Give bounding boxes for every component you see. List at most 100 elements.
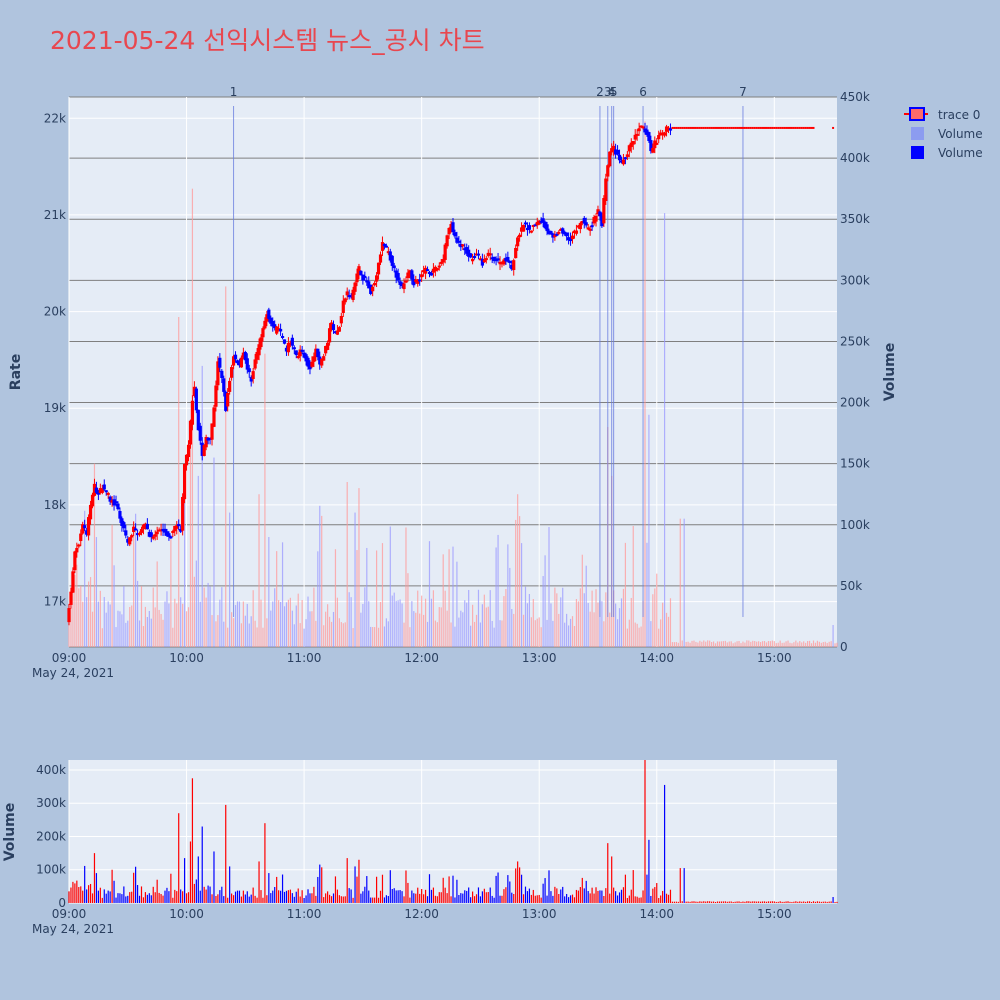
overlay-volume-bar bbox=[415, 612, 417, 647]
overlay-volume-bar bbox=[426, 621, 429, 647]
overlay-volume-bar bbox=[180, 597, 182, 647]
overlay-volume-bar bbox=[554, 587, 556, 647]
candle-body bbox=[188, 420, 193, 445]
volume-bar bbox=[597, 890, 599, 903]
volume-bar bbox=[154, 892, 156, 903]
overlay-volume-bar bbox=[789, 642, 791, 647]
candle-body bbox=[425, 269, 430, 272]
volume-bar bbox=[616, 895, 619, 903]
candle-body bbox=[202, 445, 206, 456]
overlay-volume-bar bbox=[697, 642, 699, 647]
candle-body bbox=[490, 257, 494, 260]
candle-body bbox=[200, 442, 204, 456]
overlay-volume-bar bbox=[693, 640, 695, 647]
volume-bar bbox=[816, 901, 819, 903]
volume-bar bbox=[771, 901, 773, 903]
volume-bar bbox=[759, 901, 762, 903]
volume-bar bbox=[824, 901, 826, 903]
overlay-volume-bar bbox=[556, 593, 558, 647]
volume-bar bbox=[501, 895, 503, 903]
candle-body bbox=[666, 127, 671, 130]
volume-bar bbox=[70, 887, 72, 903]
volume-bar bbox=[303, 897, 305, 903]
candle-body bbox=[153, 534, 157, 537]
volume-bar bbox=[436, 896, 438, 903]
volume-bar bbox=[803, 901, 805, 903]
overlay-volume-bar bbox=[203, 587, 205, 647]
volume-bar bbox=[707, 901, 709, 903]
volume-bar bbox=[156, 879, 158, 903]
candle-body bbox=[510, 265, 514, 270]
volume-bar bbox=[693, 901, 695, 903]
volume-bar bbox=[381, 874, 384, 903]
overlay-volume-bar bbox=[689, 642, 691, 647]
volume-bar bbox=[765, 901, 768, 903]
overlay-volume-bar bbox=[162, 619, 164, 647]
volume-bar bbox=[180, 889, 182, 903]
volume-bar bbox=[411, 890, 413, 903]
candle-body bbox=[100, 488, 104, 493]
candle-body bbox=[604, 178, 608, 201]
overlay-volume-bar bbox=[244, 615, 246, 647]
overlay-volume-bar bbox=[424, 598, 427, 647]
volume-bar bbox=[499, 895, 501, 903]
overlay-volume-bar bbox=[313, 587, 315, 647]
candle-body bbox=[416, 279, 420, 284]
volume-bar bbox=[630, 889, 632, 903]
volume-bar bbox=[462, 893, 464, 903]
volume-bar bbox=[199, 890, 201, 903]
overlay-volume-bar bbox=[658, 628, 660, 647]
candle-body bbox=[149, 532, 153, 538]
overlay-volume-bar bbox=[254, 620, 256, 647]
overlay-volume-bar bbox=[587, 603, 589, 647]
volume-bar bbox=[72, 881, 74, 903]
overlay-volume-bar bbox=[338, 618, 340, 647]
candle-body bbox=[390, 255, 394, 266]
candle-body bbox=[96, 490, 100, 495]
overlay-volume-bar bbox=[225, 286, 227, 647]
candle-body bbox=[494, 258, 498, 262]
candle-body bbox=[396, 272, 400, 281]
volume-bar bbox=[758, 901, 760, 903]
volume-bar bbox=[556, 888, 558, 903]
overlay-volume-bar bbox=[121, 614, 123, 647]
overlay-volume-bar bbox=[654, 588, 656, 647]
volume-bar bbox=[189, 841, 192, 903]
volume-bar bbox=[789, 901, 791, 903]
volume-bar bbox=[779, 901, 781, 903]
volume-bar bbox=[732, 901, 734, 903]
overlay-volume-bar bbox=[722, 641, 724, 647]
candle-body bbox=[555, 233, 559, 236]
overlay-volume-bar bbox=[709, 640, 711, 647]
volume-bar bbox=[687, 901, 689, 903]
candle-body bbox=[269, 317, 273, 324]
volume-bar bbox=[330, 896, 333, 903]
overlay-volume-bar bbox=[205, 597, 207, 647]
candle-body bbox=[527, 225, 532, 230]
volume-bar bbox=[119, 893, 121, 903]
overlay-volume-bar bbox=[434, 620, 436, 647]
volume-bar bbox=[262, 897, 264, 903]
candle-body bbox=[108, 496, 112, 502]
candle-body bbox=[488, 253, 492, 256]
volume-bar bbox=[585, 880, 587, 903]
overlay-volume-bar bbox=[618, 608, 621, 647]
overlay-volume-bar bbox=[452, 546, 454, 647]
volume-bar bbox=[413, 893, 415, 903]
legend-item-volume-dark[interactable]: Volume bbox=[911, 146, 983, 160]
volume-bar bbox=[726, 901, 728, 903]
price-candles bbox=[67, 122, 835, 626]
candle-body bbox=[118, 511, 122, 519]
lower-time-tick-label: 10:00 bbox=[169, 907, 204, 921]
overlay-volume-bar bbox=[183, 482, 186, 647]
overlay-volume-bar bbox=[712, 641, 715, 647]
volume-bar bbox=[812, 901, 815, 903]
volume-bar bbox=[344, 896, 346, 903]
legend-item-volume-light[interactable]: Volume bbox=[911, 127, 983, 141]
overlay-volume-bar bbox=[450, 622, 452, 647]
candle-body bbox=[570, 235, 575, 240]
overlay-volume-bar bbox=[781, 642, 783, 647]
overlay-volume-bar bbox=[566, 613, 568, 647]
volume-bar bbox=[111, 869, 113, 903]
legend-item-trace0[interactable]: trace 0 bbox=[904, 107, 980, 122]
